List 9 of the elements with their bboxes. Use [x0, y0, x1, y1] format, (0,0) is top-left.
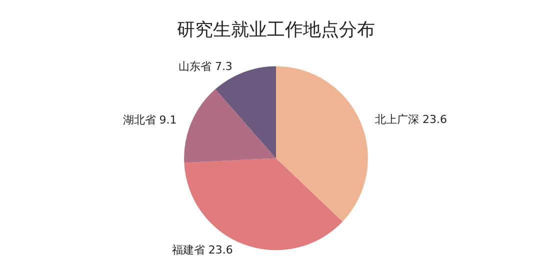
data-label: 23.6	[208, 244, 233, 257]
data-label: 7.3	[214, 60, 232, 74]
data-label: 23.6	[422, 113, 448, 126]
slice-label: 湖北省	[122, 114, 156, 127]
slice-label: 山东省	[178, 60, 212, 74]
data-label: 9.1	[159, 114, 177, 127]
slice-label: 福建省	[172, 244, 205, 257]
slice-label: 北上广深	[375, 113, 420, 126]
chart-title: 研究生就业工作地点分布	[177, 20, 375, 40]
